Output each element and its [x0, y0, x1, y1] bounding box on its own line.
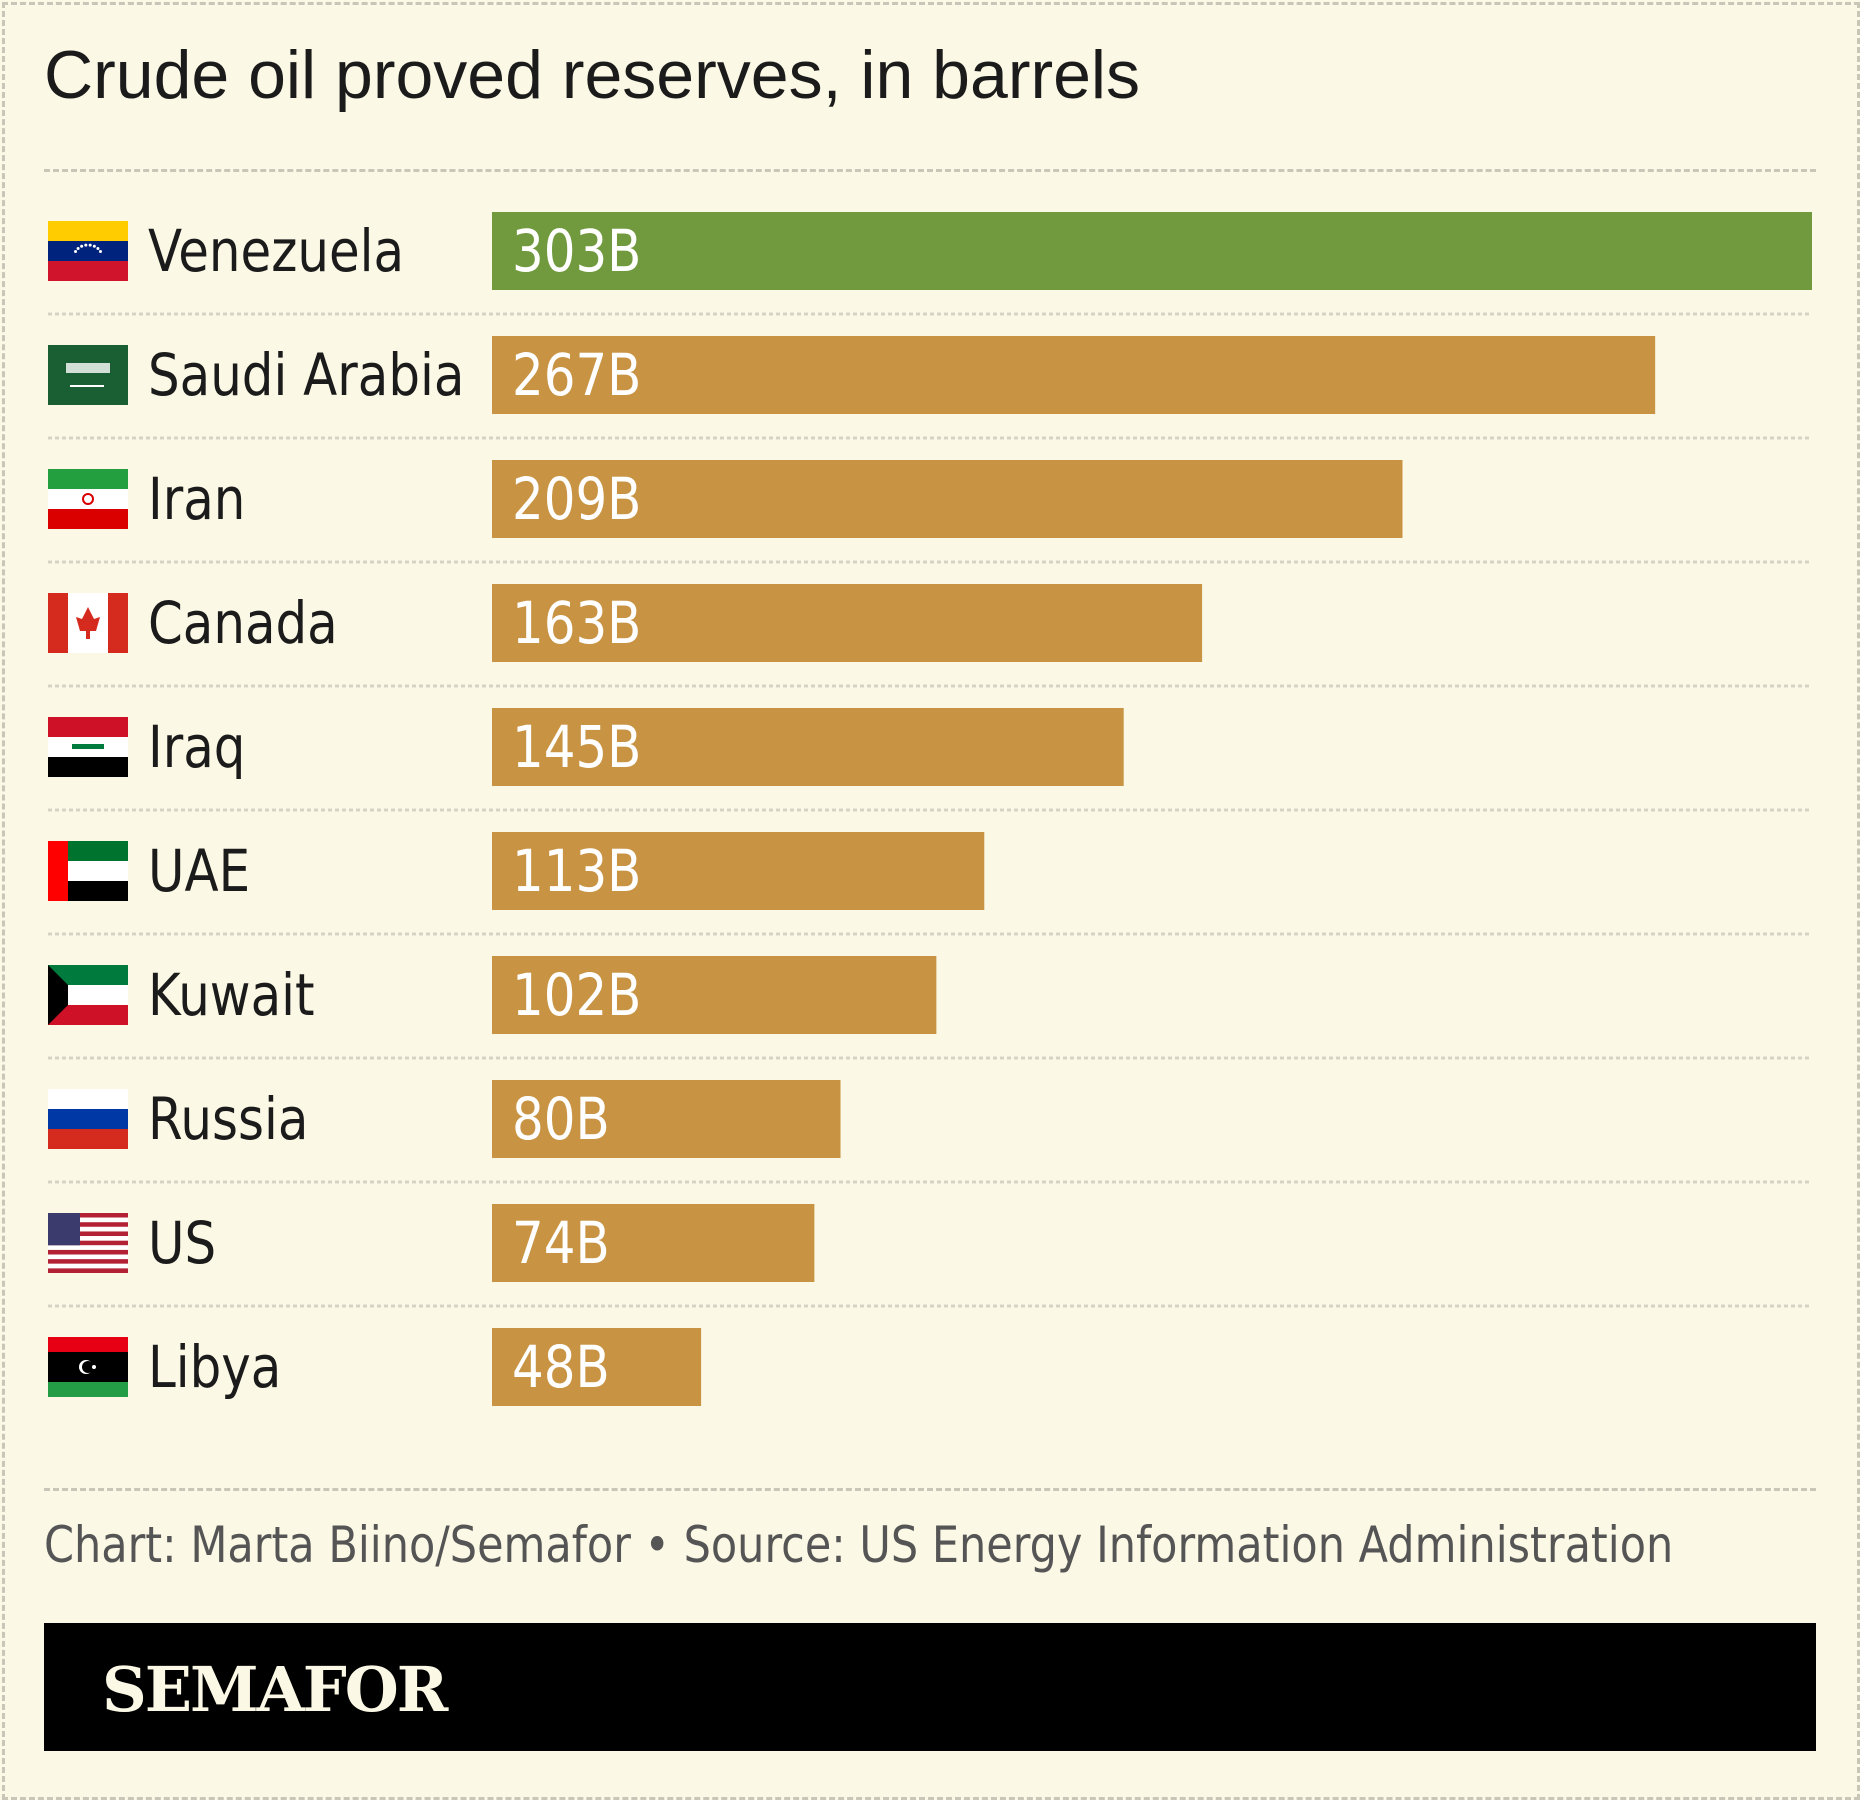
bar-row-canada: Canada 163B	[48, 584, 1812, 688]
bar	[492, 212, 1812, 290]
data-label: 145B	[512, 713, 641, 781]
uae-flag-icon	[48, 841, 128, 901]
bar-row-iran: Iran 209B	[48, 460, 1812, 564]
category-label: US	[148, 1209, 216, 1277]
top-divider	[44, 169, 1816, 172]
bar-row-uae: UAE 113B	[48, 832, 1812, 936]
bar	[492, 1204, 815, 1282]
bar-row-venezuela: Venezuela 303B	[48, 212, 1812, 316]
brand-bar: SEMAFOR	[44, 1623, 1816, 1751]
saudi-arabia-flag-icon	[48, 345, 128, 405]
data-label: 303B	[512, 217, 641, 285]
venezuela-flag-icon	[48, 221, 128, 281]
kuwait-flag-icon	[48, 965, 128, 1025]
bar-row-russia: Russia 80B	[48, 1080, 1812, 1184]
category-label: Libya	[148, 1333, 281, 1401]
iraq-flag-icon	[48, 717, 128, 777]
bottom-divider	[44, 1488, 1816, 1491]
russia-flag-icon	[48, 1089, 128, 1149]
bar	[492, 584, 1203, 662]
source-credit: Chart: Marta Biino/Semafor • Source: US …	[44, 1516, 1674, 1574]
category-label: Kuwait	[148, 961, 315, 1029]
bar	[492, 1080, 841, 1158]
bar	[492, 460, 1403, 538]
data-label: 74B	[512, 1209, 610, 1277]
category-label: Russia	[148, 1085, 308, 1153]
canada-flag-icon	[48, 593, 128, 653]
bar-row-kuwait: Kuwait 102B	[48, 956, 1812, 1060]
data-label: 48B	[512, 1333, 610, 1401]
data-label: 113B	[512, 837, 641, 905]
category-label: Venezuela	[148, 217, 404, 285]
data-label: 102B	[512, 961, 641, 1029]
category-label: Canada	[148, 589, 338, 657]
bar	[492, 708, 1124, 786]
bar-row-libya: Libya 48B	[48, 1328, 702, 1406]
semafor-logo: SEMAFOR	[102, 1653, 448, 1726]
us-flag-icon	[48, 1213, 128, 1273]
data-label: 209B	[512, 465, 641, 533]
data-label: 80B	[512, 1085, 610, 1153]
bar	[492, 1328, 702, 1406]
bar-row-iraq: Iraq 145B	[48, 708, 1812, 812]
bar-row-saudi-arabia: Saudi Arabia 267B	[48, 336, 1812, 440]
category-label: Iran	[148, 465, 245, 533]
bar	[492, 956, 937, 1034]
category-label: UAE	[148, 837, 250, 905]
libya-flag-icon	[48, 1337, 128, 1397]
data-label: 163B	[512, 589, 641, 657]
iran-flag-icon	[48, 469, 128, 529]
bar-chart: Venezuela 303B Saudi Arabia 267B Iran 209B Can…	[48, 212, 1812, 1406]
category-label: Saudi Arabia	[148, 341, 464, 409]
bar-row-us: US 74B	[48, 1204, 1812, 1308]
category-label: Iraq	[148, 713, 245, 781]
bar	[492, 336, 1656, 414]
data-label: 267B	[512, 341, 641, 409]
chart-title: Crude oil proved reserves, in barrels	[44, 37, 1141, 113]
bar	[492, 832, 985, 910]
